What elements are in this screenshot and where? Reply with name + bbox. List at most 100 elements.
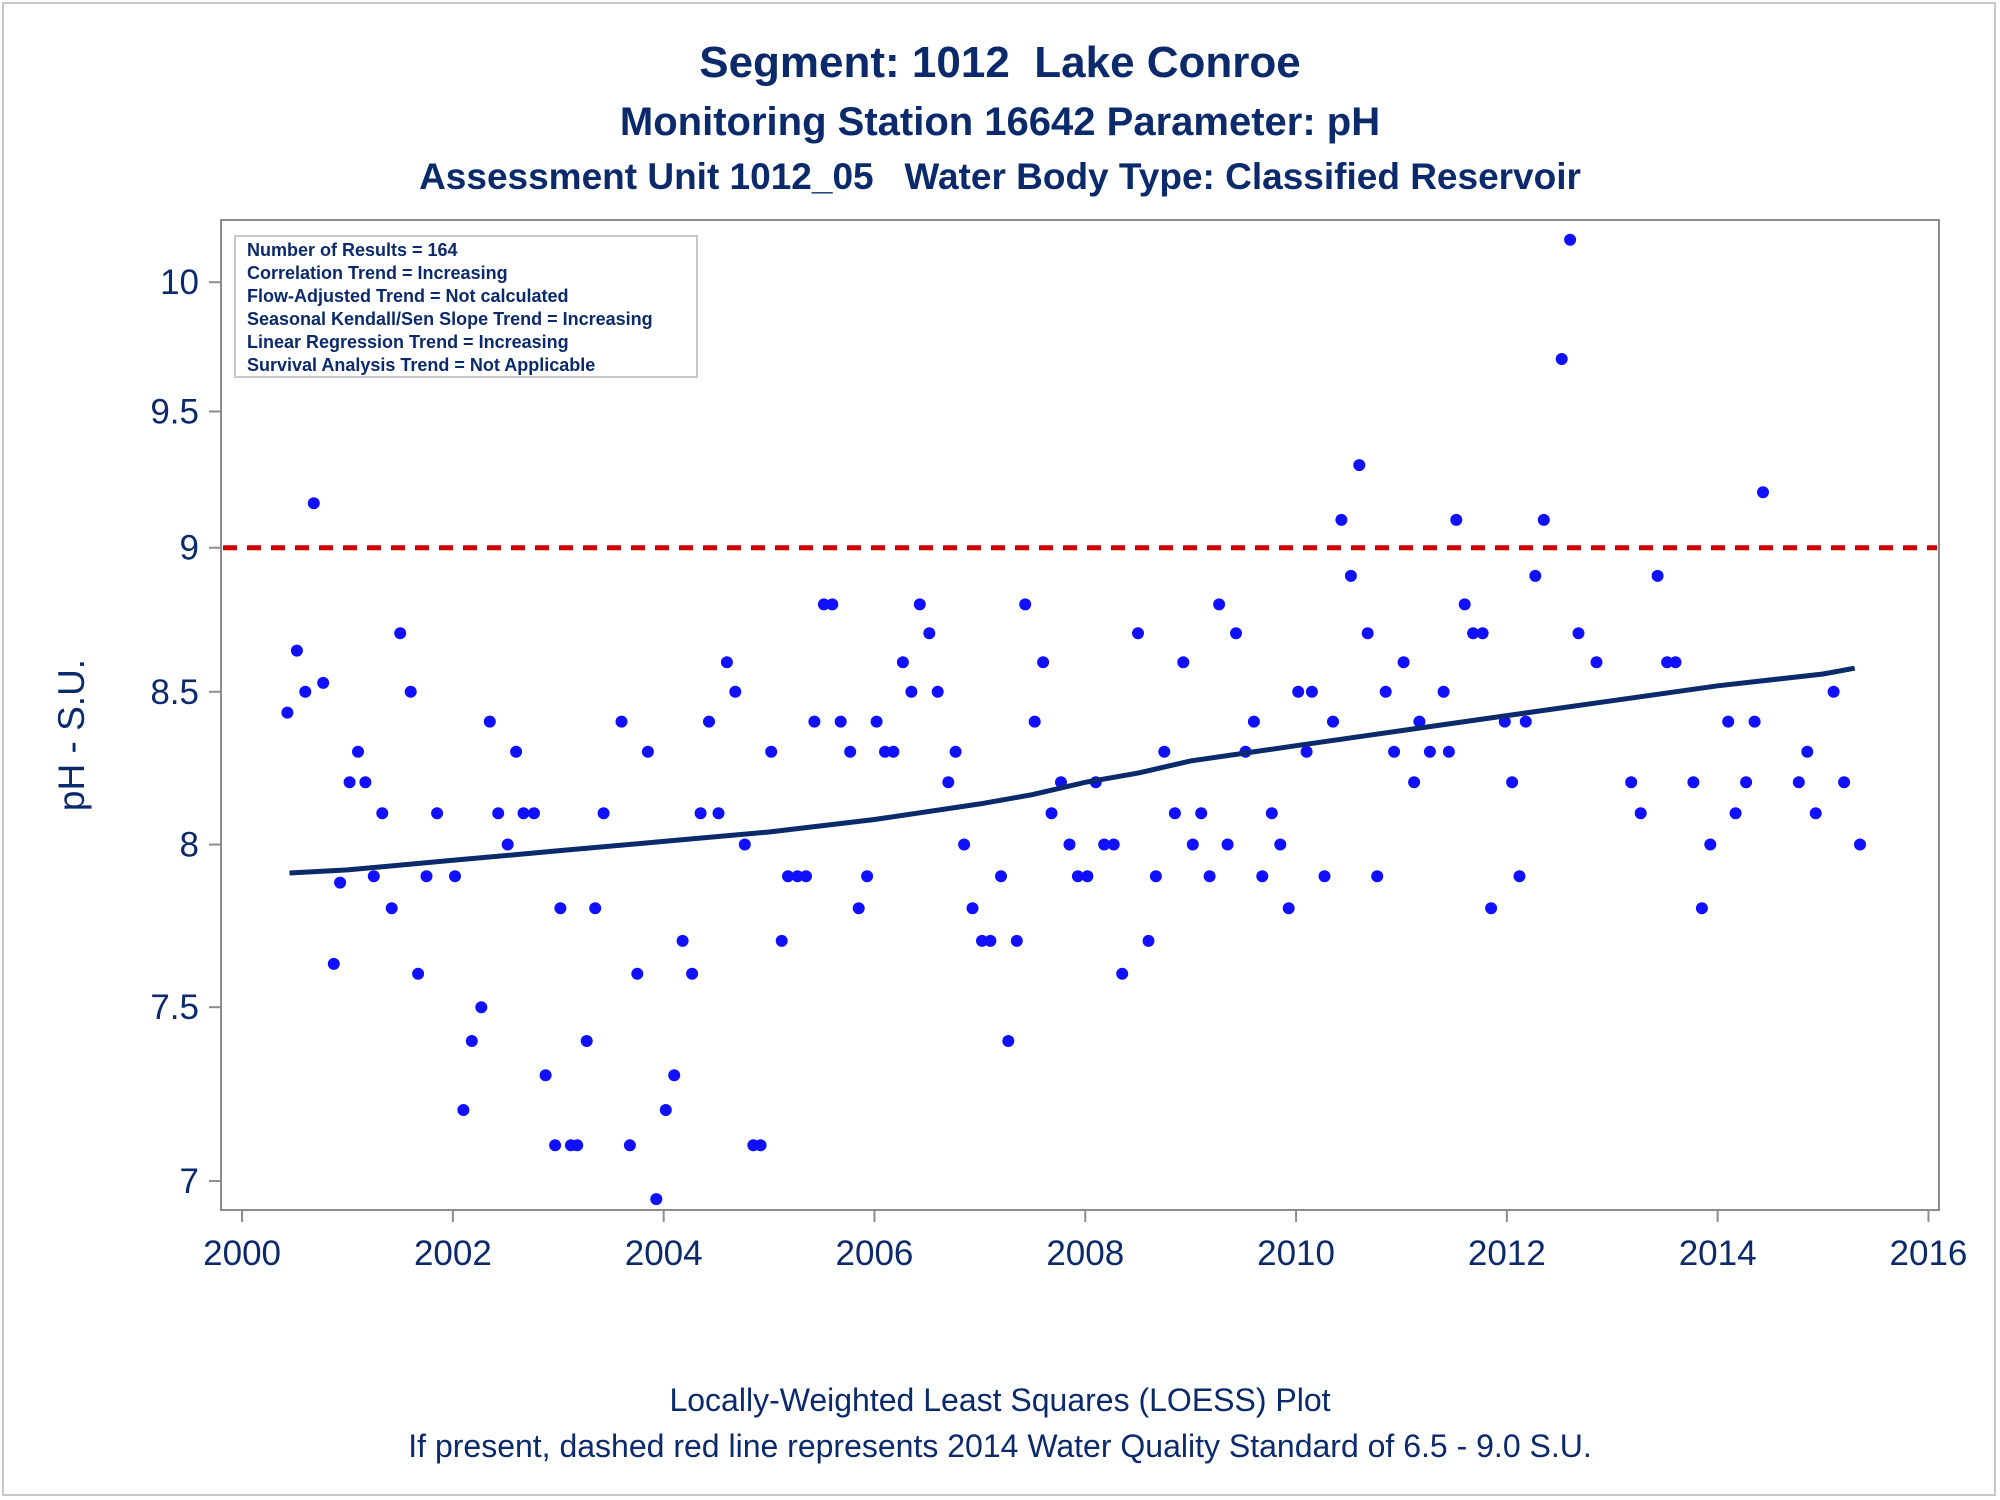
data-point bbox=[800, 870, 812, 883]
data-point bbox=[317, 676, 330, 689]
data-point bbox=[290, 644, 303, 657]
data-point bbox=[1028, 715, 1041, 728]
data-point bbox=[791, 870, 804, 883]
loess-trend-line bbox=[289, 665, 1856, 876]
data-point bbox=[931, 685, 944, 698]
data-point bbox=[1300, 745, 1313, 758]
data-point bbox=[483, 715, 496, 728]
data-point bbox=[1827, 685, 1840, 698]
data-point bbox=[995, 870, 1007, 883]
y-tick-label: 7.5 bbox=[150, 988, 199, 1027]
data-point bbox=[385, 902, 398, 915]
data-point bbox=[449, 870, 461, 883]
data-point bbox=[1256, 870, 1269, 883]
data-point bbox=[1423, 745, 1436, 758]
data-point bbox=[1695, 902, 1708, 915]
data-point bbox=[703, 715, 715, 728]
data-point bbox=[1537, 513, 1550, 526]
data-point bbox=[528, 807, 540, 820]
data-point bbox=[554, 902, 567, 915]
data-point bbox=[1045, 807, 1058, 820]
y-tick-label: 9 bbox=[180, 529, 199, 568]
data-point bbox=[1634, 807, 1647, 820]
data-point bbox=[1413, 715, 1426, 728]
data-point bbox=[631, 967, 644, 980]
data-point bbox=[501, 838, 514, 851]
chart-title: Segment: 1012 Lake Conroe bbox=[699, 38, 1301, 87]
data-point bbox=[404, 685, 417, 698]
data-point bbox=[1247, 715, 1260, 728]
data-point bbox=[412, 967, 425, 980]
data-point bbox=[307, 497, 320, 510]
data-point bbox=[1168, 807, 1181, 820]
y-tick-label: 8.5 bbox=[150, 673, 199, 712]
data-point bbox=[817, 598, 830, 611]
data-point bbox=[299, 685, 312, 698]
data-point bbox=[1572, 627, 1585, 640]
data-point bbox=[1071, 870, 1084, 883]
data-point bbox=[949, 745, 962, 758]
data-point bbox=[896, 656, 909, 669]
data-point bbox=[465, 1035, 478, 1047]
data-point bbox=[879, 745, 891, 758]
data-point bbox=[1265, 807, 1278, 820]
data-point bbox=[852, 902, 865, 915]
data-point bbox=[597, 807, 610, 820]
data-point bbox=[1379, 685, 1392, 698]
data-point bbox=[1002, 1035, 1015, 1047]
data-point bbox=[966, 902, 979, 915]
data-point bbox=[475, 1001, 488, 1014]
data-point bbox=[1704, 838, 1717, 851]
data-point bbox=[720, 656, 733, 669]
data-point bbox=[826, 598, 839, 611]
data-point bbox=[870, 715, 883, 728]
data-point bbox=[394, 627, 407, 640]
data-point bbox=[1019, 598, 1032, 611]
data-point bbox=[571, 1139, 584, 1152]
data-point bbox=[668, 1069, 681, 1082]
data-point bbox=[808, 715, 821, 728]
data-points bbox=[281, 233, 1866, 1206]
data-point bbox=[580, 1035, 593, 1047]
data-point bbox=[1282, 902, 1295, 915]
data-point bbox=[1757, 486, 1769, 499]
x-tick-label: 2010 bbox=[1257, 1234, 1335, 1273]
data-point bbox=[1344, 569, 1357, 582]
data-point bbox=[984, 934, 997, 947]
data-point bbox=[887, 745, 900, 758]
data-point bbox=[1476, 627, 1489, 640]
data-point bbox=[1740, 776, 1753, 789]
data-point bbox=[1149, 870, 1162, 883]
data-point bbox=[1555, 353, 1568, 365]
data-point bbox=[686, 967, 699, 980]
data-point bbox=[782, 870, 794, 883]
data-point bbox=[1213, 598, 1226, 611]
info-seasonal-kendall-trend: Seasonal Kendall/Sen Slope Trend = Incre… bbox=[247, 309, 653, 329]
data-point bbox=[1651, 569, 1664, 582]
data-point bbox=[1361, 627, 1374, 640]
data-point bbox=[676, 934, 689, 947]
data-point bbox=[1590, 656, 1603, 669]
data-point bbox=[1809, 807, 1822, 820]
footnote-loess: Locally-Weighted Least Squares (LOESS) P… bbox=[669, 1382, 1331, 1418]
data-point bbox=[1529, 569, 1542, 582]
data-point bbox=[942, 776, 955, 789]
trend-info-box: Number of Results = 164 Correlation Tren… bbox=[234, 235, 698, 378]
data-point bbox=[913, 598, 926, 611]
x-axis: 2000 2002 2004 2006 2008 2010 2012 2014 2016 bbox=[203, 1210, 1967, 1273]
y-axis: 7 7.5 8 8.5 9 9.5 10 bbox=[150, 263, 221, 1201]
data-point bbox=[1274, 838, 1287, 851]
data-point bbox=[861, 870, 874, 883]
x-tick-label: 2014 bbox=[1679, 1234, 1757, 1273]
data-point bbox=[1513, 870, 1526, 883]
data-point bbox=[905, 685, 918, 698]
data-point bbox=[1318, 870, 1331, 883]
data-point bbox=[834, 715, 847, 728]
data-point bbox=[1371, 870, 1384, 883]
data-point bbox=[1292, 685, 1305, 698]
data-point bbox=[420, 870, 433, 883]
chart-subtitle-station: Monitoring Station 16642 Parameter: pH bbox=[619, 100, 1381, 144]
data-point bbox=[650, 1193, 663, 1206]
info-box-border bbox=[234, 235, 698, 378]
data-point bbox=[775, 934, 788, 947]
